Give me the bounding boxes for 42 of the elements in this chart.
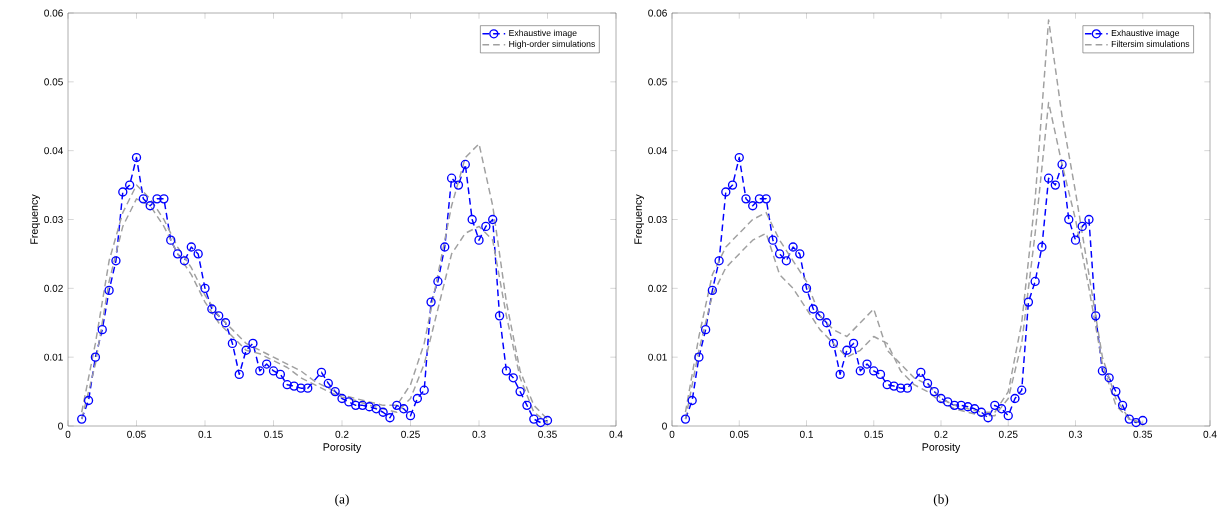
y-tick-label: 0 xyxy=(58,422,63,430)
y-tick-label: 0.04 xyxy=(44,147,63,155)
x-tick-label: 0.15 xyxy=(864,430,884,438)
x-tick-label: 0.05 xyxy=(127,430,146,438)
y-axis-title: Frequency xyxy=(634,194,645,244)
x-tick-label: 0.35 xyxy=(538,430,557,438)
text: (b) xyxy=(933,494,949,507)
y-tick-label: 0.01 xyxy=(648,353,667,361)
y-tick-label: 0.06 xyxy=(648,9,667,17)
legend-label: Filtersim simulations xyxy=(1111,40,1190,47)
legend-label: Exhaustive image xyxy=(509,29,577,38)
y-tick-label: 0.03 xyxy=(648,215,667,224)
legend-label: High-order simulations xyxy=(509,40,595,49)
y-tick-label: 0.03 xyxy=(44,215,63,224)
x-tick-label: 0.3 xyxy=(472,430,486,438)
x-tick-label: 0.1 xyxy=(198,430,212,438)
legend-label: Exhaustive image xyxy=(1111,29,1180,38)
x-tick-label: 0.3 xyxy=(1068,430,1083,438)
y-tick-label: 0.05 xyxy=(44,78,63,86)
text: (a) xyxy=(335,494,349,507)
x-tick-label: 0.4 xyxy=(609,430,623,438)
x-tick-label: 0.1 xyxy=(799,430,813,438)
x-tick-label: 0.4 xyxy=(1203,430,1217,438)
y-axis-title: Frequency xyxy=(30,194,41,244)
x-axis-title: Porosity xyxy=(922,442,961,453)
x-tick-label: 0.35 xyxy=(1133,430,1153,438)
y-tick-label: 0.06 xyxy=(44,9,63,17)
y-tick-label: 0.02 xyxy=(648,284,667,292)
x-tick-label: 0.2 xyxy=(335,430,349,438)
y-tick-label: 0.05 xyxy=(648,78,667,86)
x-tick-label: 0 xyxy=(669,430,675,438)
x-tick-label: 0.05 xyxy=(729,430,749,438)
y-tick-label: 0.01 xyxy=(44,353,63,361)
y-tick-label: 0.04 xyxy=(648,147,668,155)
y-tick-label: 0 xyxy=(662,422,667,430)
x-axis-title: Porosity xyxy=(323,442,362,453)
x-tick-label: 0.15 xyxy=(264,430,283,438)
y-tick-label: 0.02 xyxy=(44,284,63,292)
x-tick-label: 0.2 xyxy=(934,430,948,438)
x-tick-label: 0.25 xyxy=(998,430,1018,438)
x-tick-label: 0.25 xyxy=(401,430,420,438)
x-tick-label: 0 xyxy=(65,430,71,438)
